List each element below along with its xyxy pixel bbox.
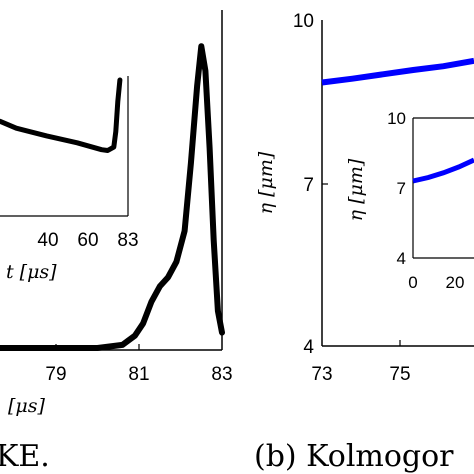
panel-a-xtick-83: 83 — [211, 364, 232, 385]
panel-a-inset-xtick-40: 40 — [37, 230, 58, 251]
panel-a-caption: KE. — [0, 439, 50, 474]
panel-a-inset-series-line — [0, 77, 123, 153]
panel-a-xtick-79: 79 — [45, 364, 66, 385]
panel-a: 79 81 83 [μs] 40 60 83 t [μs] KE. — [0, 10, 233, 474]
panel-b-inset-xtick-20: 20 — [446, 273, 465, 292]
panel-a-inset-xlabel: t [μs] — [6, 261, 57, 283]
panel-a-inset-xtick-60: 60 — [77, 230, 98, 251]
panel-b-ytick-7: 7 — [303, 175, 314, 196]
panel-b-inset-ytick-7: 7 — [397, 179, 406, 198]
panel-b-ytick-4: 4 — [303, 337, 314, 358]
panel-b-inset-box — [413, 118, 474, 258]
panel-b-inset-ytick-4: 4 — [397, 249, 406, 268]
panel-b-series-line — [321, 57, 474, 86]
panel-b-inset-ytick-10: 10 — [387, 109, 406, 128]
panel-b-inset: 10 7 4 0 20 η [μm] — [345, 109, 474, 292]
panel-b-ytick-10: 10 — [293, 11, 314, 32]
panel-b-inset-ylabel: η [μm] — [345, 158, 367, 221]
panel-b: 10 7 4 73 75 η [μm] 10 7 4 0 20 η [μm] (… — [254, 11, 474, 474]
panel-a-xlabel: [μs] — [8, 395, 46, 417]
panel-b-xtick-73: 73 — [311, 364, 332, 385]
panel-b-caption: (b) Kolmogor — [254, 439, 454, 474]
panel-a-xtick-81: 81 — [128, 364, 149, 385]
panel-b-xtick-75: 75 — [389, 364, 410, 385]
panel-a-inset-xtick-83: 83 — [117, 230, 138, 251]
panel-b-inset-xtick-0: 0 — [408, 273, 417, 292]
panel-a-inset: 40 60 83 t [μs] — [0, 76, 139, 283]
panel-b-ylabel: η [μm] — [255, 151, 277, 214]
panel-a-series-line — [0, 43, 225, 351]
panel-b-inset-series-line — [412, 157, 474, 184]
